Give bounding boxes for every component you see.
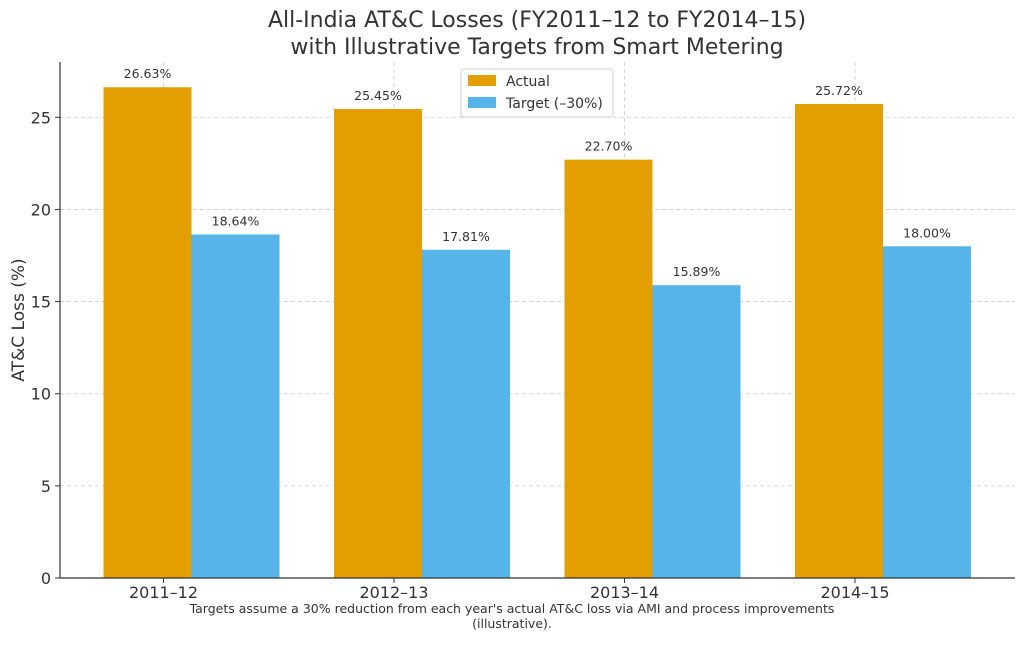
x-ticks: 2011–12 2012–13 2013–14 2014–15 xyxy=(129,578,890,602)
bar-value-label: 15.89% xyxy=(673,264,721,279)
bar-value-label: 26.63% xyxy=(124,66,172,81)
x-tick-label: 2013–14 xyxy=(590,583,659,602)
y-tick-label: 25 xyxy=(31,108,51,127)
bar-value-label: 18.00% xyxy=(903,225,951,240)
bar-value-label: 17.81% xyxy=(442,229,490,244)
y-ticks: 0 5 10 15 20 25 xyxy=(31,108,60,588)
y-tick-label: 10 xyxy=(31,385,51,404)
bar-value-label: 25.45% xyxy=(354,88,402,103)
bar-actual xyxy=(103,87,192,579)
footnote-line-1: Targets assume a 30% reduction from each… xyxy=(189,601,835,616)
legend-label: Actual xyxy=(506,74,550,90)
axes xyxy=(59,62,1015,579)
bar-target xyxy=(191,234,280,578)
chart-title-line-2: with Illustrative Targets from Smart Met… xyxy=(290,35,783,60)
bar-target xyxy=(422,249,510,578)
bar-value-label: 18.64% xyxy=(212,213,260,228)
chart-title-line-1: All-India AT&C Losses (FY2011–12 to FY20… xyxy=(268,8,806,33)
x-tick-label: 2014–15 xyxy=(820,583,889,602)
legend: Actual Target (–30%) xyxy=(460,68,614,118)
bar-value-label: 25.72% xyxy=(815,83,863,98)
x-tick-label: 2011–12 xyxy=(129,583,198,602)
bar-target xyxy=(652,285,741,578)
y-tick-label: 0 xyxy=(41,569,51,588)
footnote-line-2: (illustrative). xyxy=(472,616,552,631)
y-tick-label: 20 xyxy=(31,200,51,219)
bar-actual xyxy=(334,108,422,578)
bar-labels: 26.63% 25.45% 22.70% 25.72% 18.64% 17.81% 15.8… xyxy=(124,66,951,279)
legend-frame xyxy=(460,68,614,118)
bar-actual xyxy=(795,104,883,578)
bar-value-label: 22.70% xyxy=(585,139,633,154)
legend-swatch xyxy=(468,75,496,86)
legend-label: Target (–30%) xyxy=(505,96,603,112)
bars xyxy=(103,87,971,579)
y-tick-label: 15 xyxy=(31,293,51,312)
y-tick-label: 5 xyxy=(41,477,51,496)
y-axis-label: AT&C Loss (%) xyxy=(9,258,29,381)
bar-target xyxy=(883,246,971,579)
bar-actual xyxy=(564,159,653,578)
x-tick-label: 2012–13 xyxy=(359,583,428,602)
legend-swatch xyxy=(468,97,496,108)
